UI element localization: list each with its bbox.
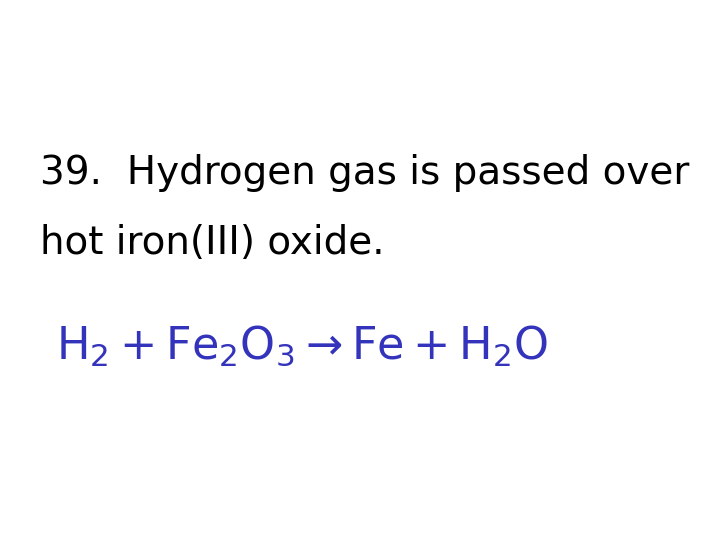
Text: $\mathregular{H_2 + Fe_2O_3 \rightarrow Fe + H_2O}$: $\mathregular{H_2 + Fe_2O_3 \rightarrow … (56, 323, 549, 368)
Text: 39.  Hydrogen gas is passed over: 39. Hydrogen gas is passed over (40, 154, 689, 192)
Text: hot iron(III) oxide.: hot iron(III) oxide. (40, 224, 384, 262)
